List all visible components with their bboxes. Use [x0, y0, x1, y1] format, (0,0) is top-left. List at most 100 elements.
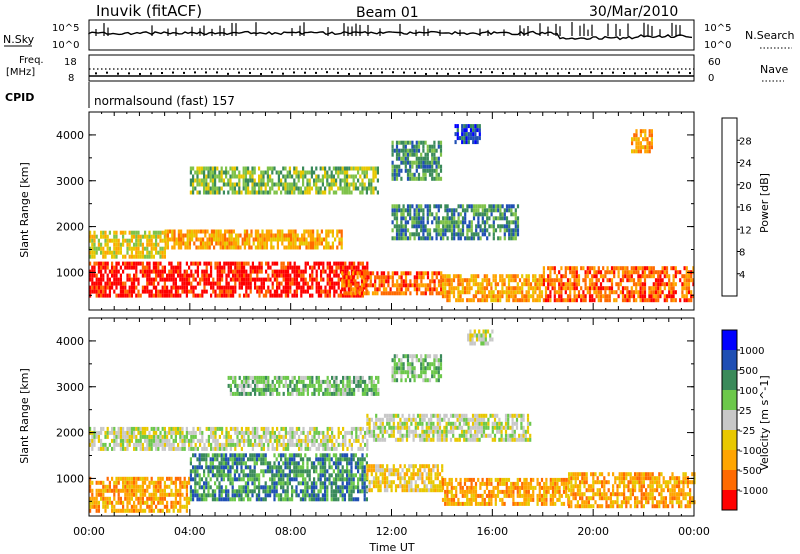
heatmap-cell	[273, 477, 276, 482]
heatmap-cell	[177, 508, 180, 513]
heatmap-cell	[538, 274, 541, 279]
heatmap-cell	[179, 496, 182, 501]
heatmap-cell	[302, 190, 305, 195]
heatmap-cell	[216, 446, 219, 451]
heatmap-cell	[288, 473, 291, 478]
heatmap-cell	[148, 504, 151, 509]
heatmap-cell	[144, 446, 147, 451]
heatmap-cell	[415, 279, 419, 284]
heatmap-cell	[166, 293, 169, 298]
heatmap-cell	[225, 273, 228, 278]
heatmap-cell	[214, 434, 217, 439]
heatmap-cell	[586, 274, 589, 279]
heatmap-cell	[146, 504, 149, 509]
heatmap-cell	[637, 282, 640, 287]
heatmap-cell	[463, 278, 467, 283]
heatmap-cell	[393, 216, 396, 221]
heatmap-cell	[184, 245, 187, 250]
heatmap-cell	[468, 286, 471, 291]
heatmap-cell	[183, 281, 186, 286]
heatmap-cell	[286, 465, 289, 470]
heatmap-cell	[326, 434, 329, 439]
heatmap-cell	[100, 242, 103, 247]
heatmap-cell	[196, 269, 199, 274]
heatmap-cell	[679, 278, 682, 283]
heatmap-cell	[203, 453, 206, 458]
heatmap-cell	[357, 289, 360, 294]
heatmap-cell	[604, 274, 607, 279]
heatmap-cell	[290, 229, 293, 234]
heatmap-cell	[681, 294, 684, 299]
heatmap-cell	[291, 493, 294, 498]
heatmap-cell	[223, 293, 226, 298]
heatmap-cell	[247, 434, 250, 439]
heatmap-cell	[222, 182, 225, 187]
heatmap-cell	[295, 442, 298, 447]
nave-dot	[623, 71, 625, 74]
heatmap-cell	[279, 229, 282, 234]
heatmap-cell	[232, 261, 235, 266]
heatmap-cell	[295, 430, 298, 435]
heatmap-cell	[348, 182, 351, 187]
heatmap-cell	[206, 245, 209, 250]
heatmap-cell	[267, 446, 270, 451]
heatmap-cell	[122, 230, 125, 235]
heatmap-cell	[285, 237, 288, 242]
heatmap-cell	[602, 278, 605, 283]
heatmap-cell	[174, 293, 177, 298]
heatmap-cell	[599, 294, 603, 299]
heatmap-cell	[124, 488, 127, 493]
heatmap-cell	[494, 294, 497, 299]
heatmap-cell	[586, 266, 589, 271]
heatmap-cell	[203, 281, 206, 286]
heatmap-cell	[135, 442, 138, 447]
heatmap-cell	[339, 265, 342, 270]
heatmap-cell	[141, 246, 144, 251]
heatmap-cell	[97, 480, 100, 485]
heatmap-cell	[632, 294, 636, 299]
heatmap-cell	[288, 174, 291, 179]
heatmap-cell	[337, 497, 340, 502]
heatmap-cell	[201, 293, 204, 298]
heatmap-cell	[243, 293, 246, 298]
heatmap-cell	[344, 265, 347, 270]
heatmap-cell	[446, 208, 449, 213]
heatmap-cell	[328, 426, 331, 431]
heatmap-cell	[402, 152, 405, 157]
heatmap-cell	[514, 224, 517, 229]
heatmap-cell	[275, 170, 278, 175]
heatmap-cell	[343, 493, 346, 498]
heatmap-cell	[455, 286, 458, 291]
heatmap-cell	[310, 493, 313, 498]
heatmap-cell	[293, 273, 296, 278]
heatmap-cell	[328, 457, 331, 462]
heatmap-cell	[265, 434, 268, 439]
heatmap-cell	[284, 489, 287, 494]
heatmap-cell	[250, 245, 253, 250]
heatmap-cell	[128, 273, 131, 278]
heatmap-cell	[207, 465, 210, 470]
heatmap-cell	[196, 174, 199, 179]
heatmap-cell	[333, 261, 336, 266]
heatmap-cell	[181, 281, 184, 286]
heatmap-cell	[415, 164, 418, 169]
heatmap-cell	[328, 446, 331, 451]
heatmap-cell	[252, 241, 255, 246]
heatmap-cell	[235, 233, 238, 238]
heatmap-cell	[202, 237, 205, 242]
heatmap-cell	[130, 238, 133, 243]
heatmap-cell	[304, 469, 307, 474]
heatmap-cell	[497, 204, 500, 209]
heatmap-cell	[196, 293, 199, 298]
heatmap-cell	[389, 275, 392, 280]
heatmap-cell	[289, 434, 292, 439]
heatmap-cell	[148, 434, 151, 439]
heatmap-cell	[534, 274, 537, 279]
heatmap-cell	[159, 250, 162, 255]
heatmap-cell	[188, 245, 191, 250]
heatmap-cell	[365, 166, 368, 171]
heatmap-cell	[393, 291, 397, 296]
heatmap-cell	[512, 232, 515, 237]
heatmap-cell	[685, 270, 688, 275]
heatmap-cell	[672, 278, 675, 283]
